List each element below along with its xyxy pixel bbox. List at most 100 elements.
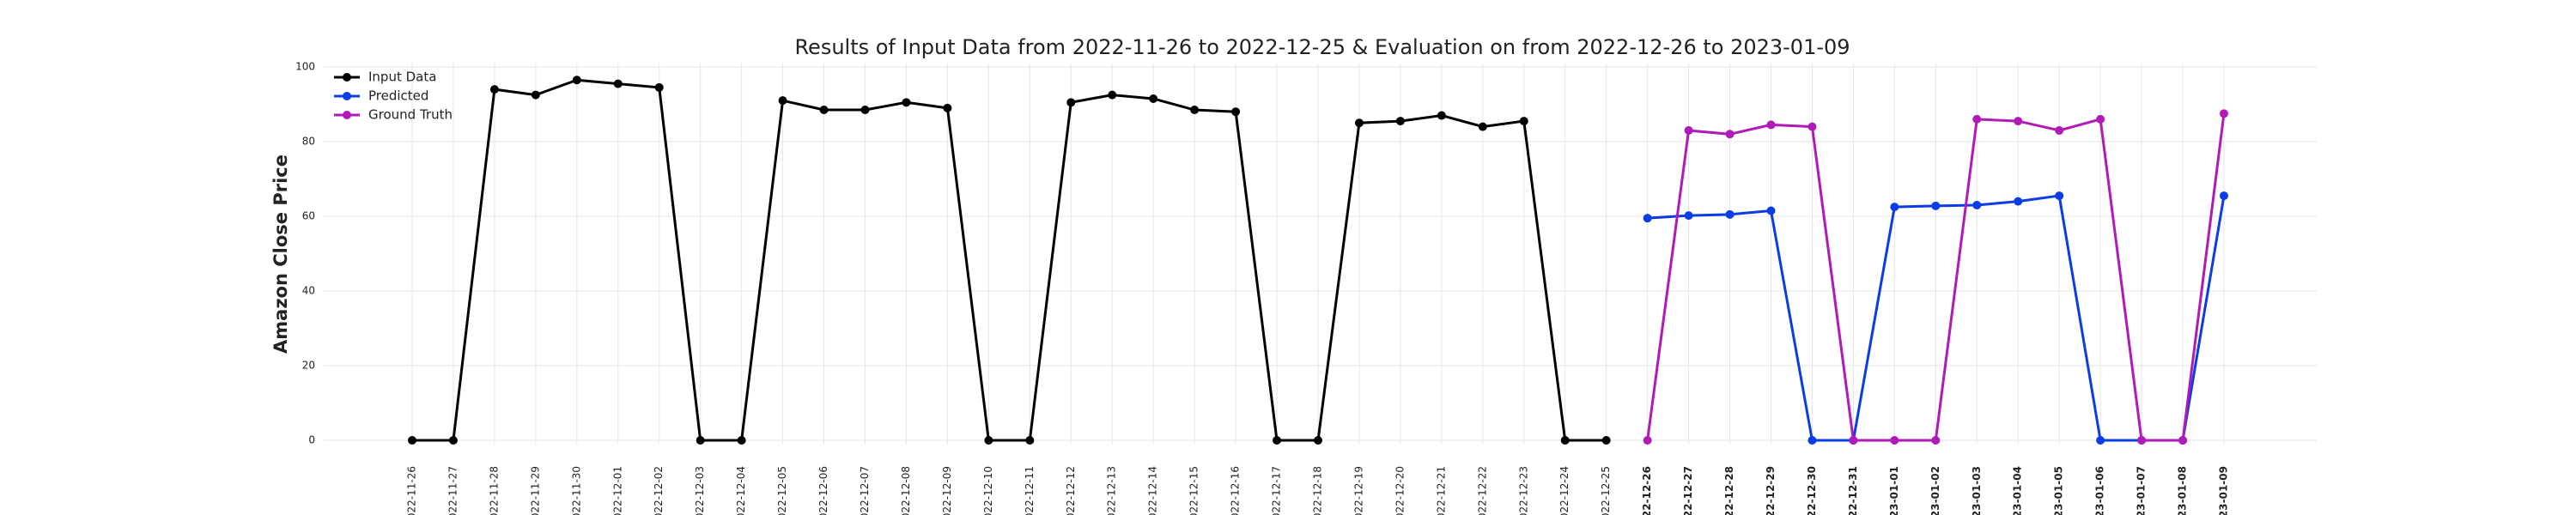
x-tick-label: 2022-12-03	[694, 466, 706, 515]
data-point	[1807, 436, 1817, 445]
data-point	[2178, 436, 2188, 445]
data-point	[1684, 211, 1693, 221]
data-point	[654, 82, 664, 92]
data-point	[1766, 206, 1776, 215]
data-point	[1972, 114, 1982, 124]
x-tick-label: 2022-12-14	[1147, 466, 1159, 515]
x-tick-label: 2022-12-15	[1188, 466, 1200, 515]
x-tick-label: 2022-12-17	[1271, 466, 1283, 515]
x-tick-label: 2022-11-27	[447, 466, 459, 515]
x-tick-label: 2022-12-28	[1723, 466, 1735, 515]
x-tick-label: 2022-12-04	[735, 466, 747, 515]
legend-marker	[343, 92, 351, 100]
x-tick-label: 2022-12-01	[611, 466, 623, 515]
legend-marker	[343, 111, 351, 119]
data-point	[902, 98, 911, 107]
x-tick-label: 2022-12-23	[1517, 466, 1529, 515]
data-point	[448, 436, 458, 445]
data-point	[1766, 120, 1776, 130]
data-point	[1149, 94, 1158, 103]
data-point	[984, 436, 993, 445]
x-tick-label: 2023-01-07	[2136, 466, 2148, 515]
data-point	[860, 106, 870, 115]
x-tick-label: 2022-11-26	[406, 466, 418, 515]
data-point	[1190, 106, 1200, 115]
data-point	[1601, 436, 1611, 445]
data-point	[2137, 436, 2147, 445]
x-tick-label: 2022-12-16	[1230, 466, 1242, 515]
data-point	[1972, 200, 1982, 209]
data-point	[1395, 117, 1405, 126]
data-point	[2055, 191, 2064, 201]
x-tick-label: 2022-12-27	[1682, 466, 1694, 515]
x-tick-label: 2022-12-10	[982, 466, 994, 515]
x-tick-label: 2022-12-02	[653, 466, 665, 515]
x-tick-label: 2022-12-07	[859, 466, 871, 515]
data-point	[1931, 436, 1941, 445]
y-tick-label: 60	[302, 210, 315, 222]
data-point	[2220, 109, 2228, 118]
x-tick-label: 2022-12-18	[1312, 466, 1324, 515]
chart-title: Results of Input Data from 2022-11-26 to…	[794, 35, 1850, 59]
y-tick-label: 80	[302, 136, 315, 148]
x-tick-label: 2022-11-30	[570, 466, 582, 515]
data-point	[1519, 117, 1528, 126]
data-point	[1314, 436, 1322, 445]
data-point	[696, 436, 705, 445]
x-tick-label: 2022-12-21	[1435, 466, 1447, 515]
data-point	[2096, 114, 2105, 124]
x-tick-label: 2023-01-04	[2012, 466, 2024, 515]
data-point	[1890, 436, 1899, 445]
data-point	[1478, 122, 1487, 131]
x-tick-label: 2022-12-19	[1352, 466, 1364, 515]
x-tick-label: 2022-11-29	[529, 466, 541, 515]
data-point	[2055, 125, 2064, 135]
legend-label: Input Data	[368, 70, 436, 85]
data-point	[489, 85, 499, 94]
x-tick-label: 2022-12-30	[1806, 466, 1818, 515]
x-tick-label: 2022-12-22	[1476, 466, 1488, 515]
y-tick-label: 20	[302, 360, 315, 372]
data-point	[2096, 436, 2105, 445]
x-tick-label: 2022-12-13	[1106, 466, 1118, 515]
y-tick-label: 100	[295, 61, 315, 73]
data-point	[1231, 107, 1241, 117]
x-tick-label: 2022-11-28	[488, 466, 500, 515]
x-tick-label: 2023-01-05	[2053, 466, 2065, 515]
data-point	[1560, 436, 1570, 445]
x-tick-label: 2022-12-20	[1394, 466, 1406, 515]
data-point	[2014, 117, 2023, 126]
data-point	[1807, 122, 1817, 131]
x-tick-label: 2023-01-06	[2094, 466, 2106, 515]
data-point	[2220, 191, 2228, 201]
data-point	[613, 79, 623, 88]
data-point	[1273, 436, 1282, 445]
x-tick-label: 2022-12-26	[1641, 466, 1653, 515]
data-point	[819, 106, 829, 115]
data-point	[1643, 214, 1652, 223]
data-point	[1931, 201, 1941, 210]
x-tick-label: 2022-12-24	[1558, 466, 1571, 515]
data-point	[778, 96, 787, 106]
data-point	[1066, 98, 1076, 107]
x-tick-label: 2022-12-31	[1847, 466, 1859, 515]
data-point	[572, 76, 581, 85]
x-tick-label: 2023-01-09	[2218, 466, 2230, 515]
x-tick-label: 2022-12-29	[1765, 466, 1777, 515]
x-tick-label: 2022-12-05	[776, 466, 788, 515]
x-tick-label: 2022-12-08	[900, 466, 912, 515]
data-point	[1849, 436, 1858, 445]
data-point	[1354, 118, 1364, 128]
data-point	[1684, 125, 1693, 135]
x-tick-label: 2022-12-09	[941, 466, 953, 515]
x-tick-label: 2023-01-08	[2177, 466, 2189, 515]
data-point	[1437, 111, 1446, 120]
data-point	[1725, 209, 1735, 219]
data-point	[1725, 130, 1735, 139]
x-tick-label: 2023-01-01	[1888, 466, 1900, 515]
data-point	[1890, 203, 1899, 212]
x-tick-label: 2022-12-12	[1065, 466, 1077, 515]
y-axis-label: Amazon Close Price	[270, 154, 291, 354]
data-point	[737, 436, 746, 445]
